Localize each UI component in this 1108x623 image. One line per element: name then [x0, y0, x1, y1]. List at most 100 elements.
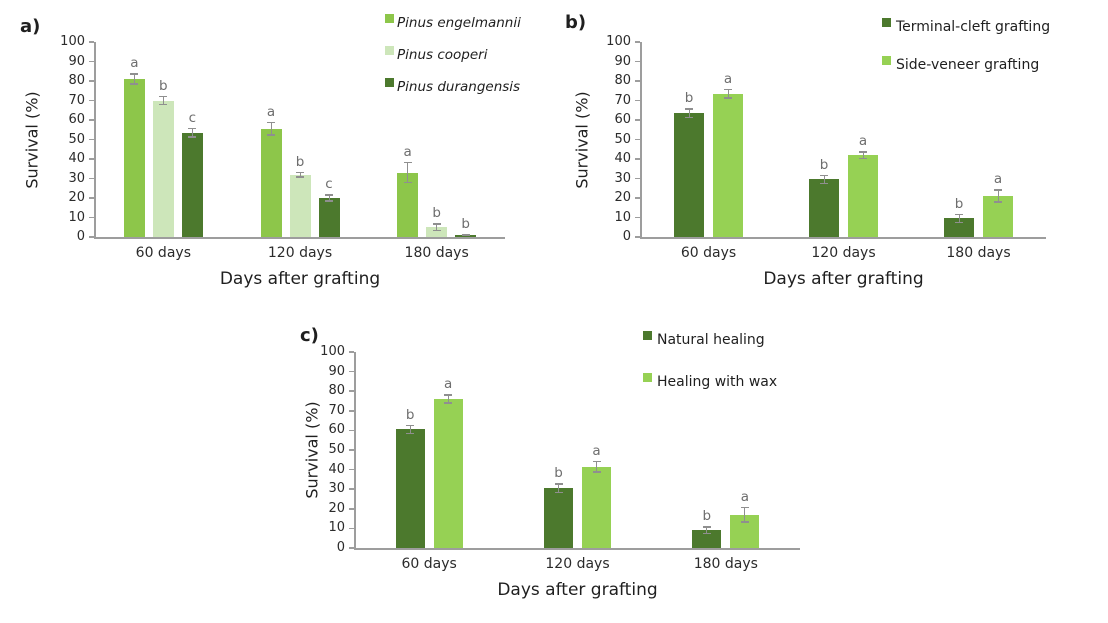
error-bar [296, 171, 304, 178]
legend-label: Pinus cooperi [397, 47, 488, 63]
chart-b: b) Survival (%) 0 10 20 30 40 50 60 70 80 90 100 b a 60… [556, 6, 1108, 302]
sig-letter: b [554, 465, 563, 482]
y-tick-label: 0 [622, 229, 631, 244]
y-tick-mark [89, 177, 94, 180]
panel-label: c) [300, 325, 319, 346]
legend-item: Pinus cooperi [385, 44, 487, 62]
y-tick-label: 50 [328, 442, 345, 457]
error-bar-cap-bottom [432, 229, 441, 232]
sig-letter: b [954, 195, 964, 212]
bar-cell: b [455, 42, 477, 237]
y-tick-label: 60 [614, 112, 631, 127]
y-tick-label: 100 [60, 34, 85, 49]
y-tick-mark [635, 60, 640, 63]
y-tick-label: 100 [606, 34, 631, 49]
bar [152, 100, 174, 237]
legend-item: Healing with wax [643, 371, 777, 389]
y-tick-mark [635, 119, 640, 121]
y-tick-mark [89, 236, 94, 238]
x-axis-line [94, 237, 505, 239]
y-tick-mark [89, 41, 94, 43]
bar [426, 227, 448, 237]
legend-label: Natural healing [657, 332, 765, 348]
x-category-label: 60 days [135, 245, 191, 261]
y-tick-label: 90 [328, 363, 345, 379]
error-bar-stem [299, 171, 301, 178]
y-tick-mark [635, 80, 640, 82]
bar [397, 172, 419, 237]
y-tick-mark [635, 41, 640, 43]
sig-letter: a [858, 133, 868, 150]
y-tick-label: 10 [328, 520, 345, 536]
error-bar-stem [706, 526, 708, 535]
bar [544, 488, 573, 548]
y-tick-mark [349, 429, 354, 432]
bar-cell: b [692, 352, 722, 548]
y-tick-mark [89, 60, 94, 63]
sig-letter: b [432, 205, 441, 222]
error-bar [403, 161, 412, 184]
y-tick-label: 90 [68, 53, 85, 69]
error-bar [685, 108, 693, 119]
error-bar-cap-bottom [724, 97, 732, 99]
y-tick-label: 20 [68, 190, 85, 205]
error-bar-cap-bottom [859, 157, 867, 159]
y-tick-mark [89, 99, 94, 102]
y-tick-mark [89, 197, 94, 199]
error-bar-stem [270, 121, 272, 136]
sig-letter: a [403, 143, 412, 160]
error-bar-cap-bottom [554, 491, 563, 494]
error-bar-stem [823, 174, 825, 185]
sig-letter: c [188, 109, 197, 126]
legend-swatch [882, 56, 891, 65]
error-bar [740, 506, 749, 523]
bar [692, 530, 722, 548]
y-tick-label: 80 [614, 73, 631, 88]
y-tick-mark [349, 547, 354, 549]
y-tick-mark [349, 488, 354, 490]
bar-cell: b [944, 42, 974, 237]
bar-group: a b b [397, 42, 477, 237]
y-tick-mark [349, 390, 354, 392]
y-tick-mark [635, 236, 640, 238]
legend-item: Pinus durangensis [385, 76, 520, 94]
x-axis-title: Days after grafting [219, 269, 381, 289]
x-category-label: 120 days [811, 245, 876, 261]
y-tick-mark [89, 80, 94, 82]
bar-cell: a [713, 42, 743, 237]
bar [289, 174, 311, 237]
y-axis-line [354, 352, 356, 549]
legend-swatch [882, 18, 891, 27]
error-bar-cap-bottom [159, 103, 168, 106]
error-bar-stem [409, 424, 411, 435]
y-tick-label: 40 [614, 151, 631, 166]
error-bar-stem [328, 194, 330, 202]
y-tick-label: 60 [328, 422, 345, 438]
x-category-label: 180 days [693, 556, 758, 572]
bar [123, 79, 145, 237]
bar-cell: a [983, 42, 1013, 237]
error-bar-stem [958, 213, 960, 224]
y-axis-title: Survival (%) [572, 90, 592, 189]
sig-letter: c [325, 176, 333, 193]
y-tick-label: 30 [328, 481, 345, 497]
bar-cell: a [397, 42, 419, 237]
sig-letter: b [819, 156, 829, 173]
y-tick-label: 20 [328, 500, 345, 516]
error-bar-stem [191, 127, 193, 138]
sig-letter: b [684, 90, 694, 107]
bar-cell: a [433, 352, 463, 548]
bar-cell: a [730, 352, 760, 548]
bar-cell: a [260, 42, 282, 237]
bar-cell: b [289, 42, 311, 237]
error-bar-cap-bottom [403, 181, 412, 184]
legend-swatch [643, 373, 652, 382]
error-bar-stem [744, 506, 746, 523]
y-tick-mark [635, 99, 640, 102]
error-bar [994, 189, 1002, 203]
bar-cell: c [318, 42, 340, 237]
error-bar-stem [862, 151, 864, 159]
error-bar-cap-bottom [130, 83, 139, 85]
bar [944, 218, 974, 237]
bar [181, 132, 203, 237]
